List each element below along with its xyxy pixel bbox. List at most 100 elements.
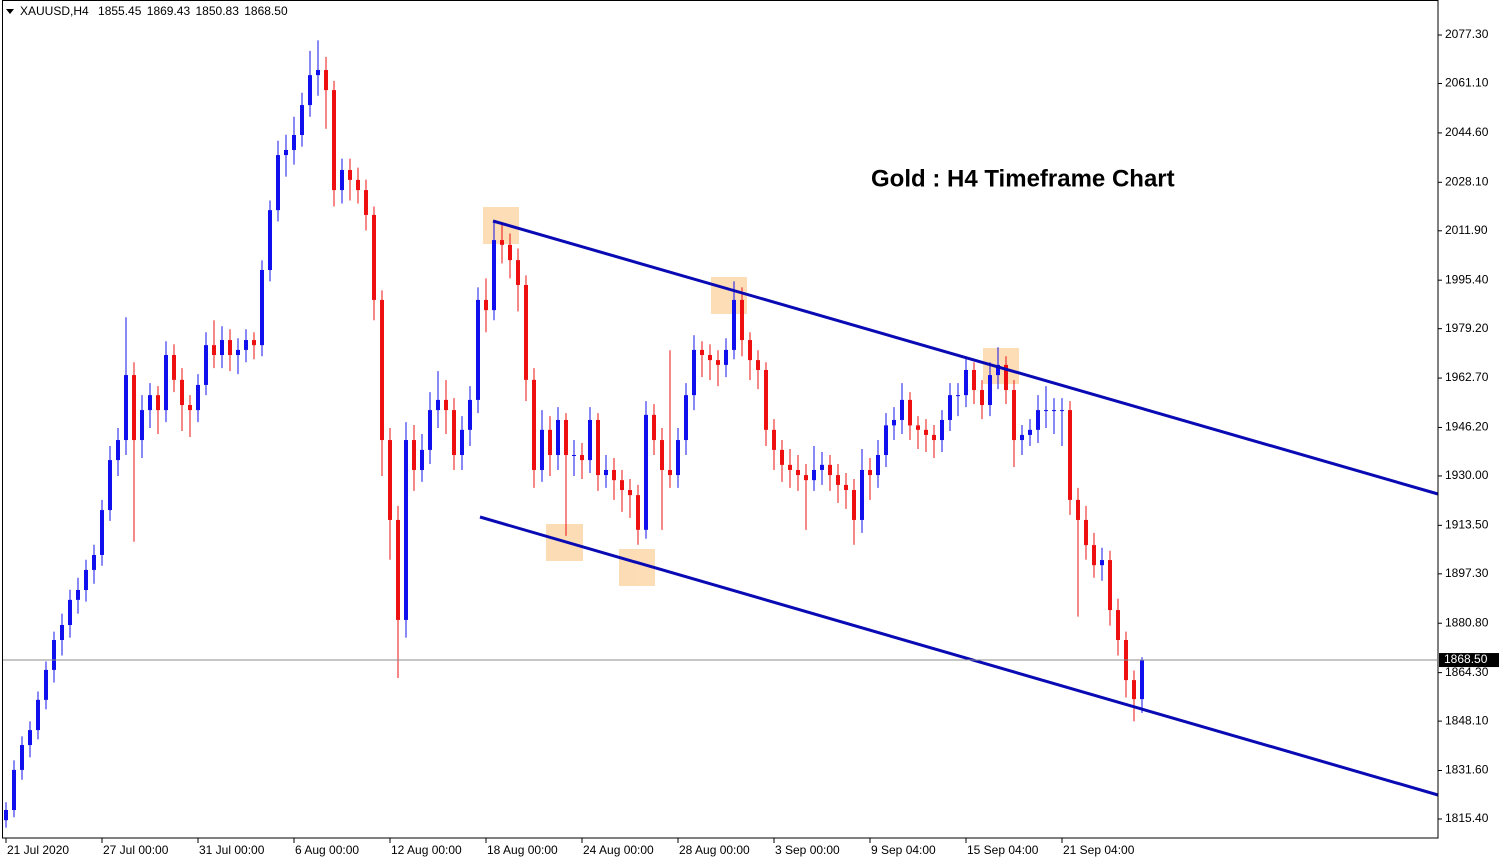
candle-body [276, 155, 280, 211]
candle-body [348, 170, 352, 180]
candle-body [60, 625, 64, 640]
candle-body [716, 360, 720, 365]
candle-body [588, 419, 592, 461]
candle-body [332, 90, 336, 191]
candle-body [1092, 545, 1096, 566]
candle-body [964, 369, 968, 396]
candle-body [164, 355, 168, 411]
candle-body [4, 810, 8, 821]
candle-body [292, 135, 296, 150]
quote-high: 1869.43 [147, 4, 191, 18]
quote-open: 1855.45 [98, 4, 142, 18]
y-tick-label: 2044.60 [1445, 125, 1489, 139]
y-tick-label: 2061.10 [1445, 76, 1489, 90]
candle-body [532, 379, 536, 470]
candle-body [28, 730, 32, 746]
x-tick-label: 6 Aug 00:00 [295, 843, 359, 857]
candle-body [796, 469, 800, 476]
candle-body [956, 395, 960, 397]
y-tick-label: 1962.70 [1445, 370, 1489, 384]
candle-body [20, 745, 24, 770]
candle-body [364, 190, 368, 215]
candle-body [1100, 560, 1104, 566]
candle-body [724, 349, 728, 365]
y-tick-label: 1880.80 [1445, 615, 1489, 629]
candle-body [804, 475, 808, 481]
candle-body [652, 414, 656, 441]
candle-body [1076, 499, 1080, 520]
candle-body [420, 449, 424, 470]
candle-body [220, 340, 224, 356]
candle-body [228, 340, 232, 356]
candle-body [268, 210, 272, 271]
candle-body [1084, 519, 1088, 546]
candle-body [852, 490, 856, 520]
plot-border [2, 0, 1439, 839]
x-tick-label: 27 Jul 00:00 [103, 843, 169, 857]
candle-body [324, 70, 328, 91]
y-tick-label: 1946.20 [1445, 420, 1489, 434]
candle-body [1036, 410, 1040, 430]
candle-body [748, 340, 752, 361]
candle-body [684, 395, 688, 441]
candle-body [380, 299, 384, 441]
candle-body [540, 429, 544, 470]
y-tick-label: 2028.10 [1445, 174, 1489, 188]
candle-body [636, 495, 640, 530]
candle-body [572, 454, 576, 456]
candle-body [948, 395, 952, 420]
candle-body [988, 375, 992, 406]
candle-body [740, 299, 744, 341]
candle-body [916, 425, 920, 430]
candle-body [148, 395, 152, 411]
x-tick-label: 18 Aug 00:00 [487, 843, 558, 857]
candle-body [452, 410, 456, 455]
candle-body [660, 440, 664, 470]
candle-body [892, 419, 896, 426]
candle-body [140, 410, 144, 441]
candle-body [980, 390, 984, 406]
candle-body [12, 769, 16, 811]
candle-body [428, 410, 432, 450]
candle-body [372, 214, 376, 300]
candle-body [260, 270, 264, 346]
y-tick-label: 1979.20 [1445, 321, 1489, 335]
candle-body [172, 355, 176, 380]
candle-body [1052, 410, 1056, 412]
candle-body [44, 669, 48, 700]
candle-body [564, 419, 568, 455]
candle-body [156, 395, 160, 411]
candle-body [940, 419, 944, 441]
candle-body [68, 599, 72, 626]
candle-body [132, 375, 136, 441]
candle-body [1116, 610, 1120, 640]
candle-body [204, 345, 208, 385]
candle-body [76, 589, 80, 600]
candle-body [844, 484, 848, 491]
candle-body [1020, 434, 1024, 441]
x-tick-label: 28 Aug 00:00 [679, 843, 750, 857]
candle-body [100, 510, 104, 555]
candle-body [124, 375, 128, 441]
candle-body [116, 440, 120, 461]
y-tick-label: 1815.40 [1445, 811, 1489, 825]
y-tick-label: 1831.60 [1445, 763, 1489, 777]
candle-body [700, 349, 704, 356]
candle-body [836, 475, 840, 485]
x-tick-label: 31 Jul 00:00 [199, 843, 265, 857]
last-price-bg [1439, 653, 1499, 668]
y-tick-label: 2011.90 [1445, 223, 1488, 237]
candle-body [1012, 390, 1016, 441]
candle-body [84, 569, 88, 590]
highlights [483, 207, 1019, 586]
candle-body [516, 260, 520, 285]
candle-body [596, 419, 600, 476]
y-tick-label: 1995.40 [1445, 272, 1489, 286]
channel-upper [492, 219, 1439, 496]
candle-body [908, 399, 912, 426]
candle-body [1132, 680, 1136, 700]
candle-body [612, 469, 616, 481]
y-tick-label: 1913.50 [1445, 518, 1489, 532]
candle-body [508, 244, 512, 261]
x-tick-label: 15 Sep 04:00 [967, 843, 1039, 857]
